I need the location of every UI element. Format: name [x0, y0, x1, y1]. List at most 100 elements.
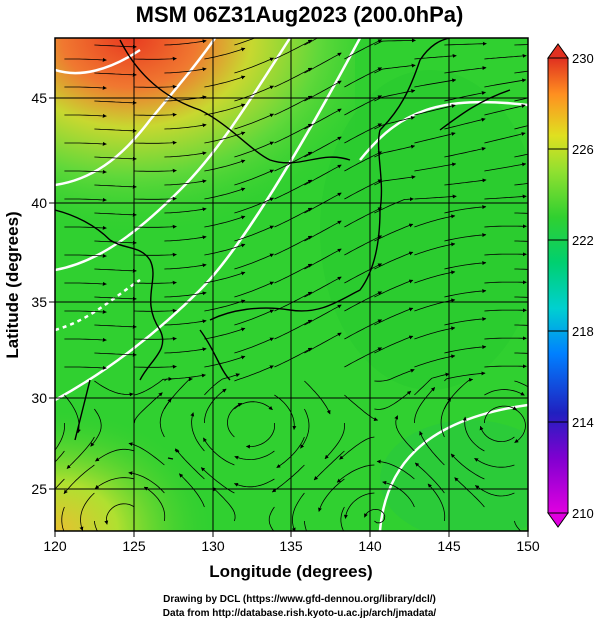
streamline — [64, 57, 107, 62]
streamline — [94, 72, 137, 77]
streamline — [274, 235, 313, 256]
streamline — [514, 212, 528, 214]
streamline — [203, 437, 235, 466]
streamline — [344, 263, 383, 284]
streamline — [204, 131, 246, 144]
streamline — [134, 196, 177, 201]
streamline — [164, 179, 207, 186]
streamline — [204, 47, 246, 60]
streamline — [474, 457, 515, 468]
streamline — [274, 179, 313, 200]
streamline — [414, 214, 456, 228]
streamline — [95, 448, 135, 462]
colorbar-tick-label: 230 — [572, 51, 594, 66]
streamline — [90, 408, 102, 447]
streamline — [414, 387, 436, 424]
streamline — [234, 197, 274, 214]
streamline — [514, 97, 528, 102]
streamline — [94, 100, 137, 105]
streamline — [344, 291, 383, 312]
streamline — [364, 508, 386, 524]
streamline — [514, 520, 522, 531]
streamline — [64, 169, 107, 174]
streamline — [274, 67, 313, 88]
streamline — [64, 365, 107, 370]
streamline — [104, 503, 135, 525]
x-tick-label: 125 — [122, 538, 146, 554]
colorbar-tick-label: 214 — [572, 415, 594, 430]
colorbar-tick-label: 222 — [572, 233, 594, 248]
streamline — [128, 442, 165, 466]
streamline — [134, 168, 177, 173]
streamline — [274, 151, 313, 172]
streamline — [484, 194, 527, 200]
colorbar: 230 226 222 218 214 210 — [547, 43, 594, 528]
streamline — [450, 453, 485, 480]
streamline — [274, 207, 313, 228]
streamline — [61, 506, 65, 531]
y-axis-label: Latitude (degrees) — [3, 211, 22, 358]
streamline — [94, 324, 137, 329]
streamline — [234, 309, 274, 326]
streamline — [276, 436, 305, 469]
streamline — [444, 261, 487, 270]
streamline — [444, 117, 486, 130]
streamline — [134, 56, 177, 61]
streamline — [444, 233, 487, 242]
streamline — [274, 319, 313, 340]
y-tick-label: 45 — [31, 90, 47, 106]
streamline — [514, 70, 528, 74]
streamline — [484, 132, 526, 144]
streamline — [164, 347, 207, 354]
streamline — [268, 506, 275, 531]
streamline — [227, 402, 243, 438]
streamline — [344, 207, 383, 228]
streamline — [444, 205, 487, 214]
streamline — [204, 271, 246, 284]
streamline — [64, 281, 107, 286]
streamline — [274, 123, 313, 144]
streamline — [318, 478, 345, 512]
streamline — [64, 141, 107, 146]
streamline — [374, 390, 412, 410]
x-axis: 120 125 130 135 140 145 150 Longitude (d… — [43, 531, 540, 581]
streamline — [344, 95, 383, 116]
streamline — [324, 422, 346, 460]
streamline — [94, 268, 137, 273]
streamline — [304, 380, 331, 415]
streamline — [204, 355, 246, 368]
streamline — [484, 405, 517, 424]
y-tick-label: 30 — [31, 390, 47, 406]
streamline — [234, 281, 274, 298]
streamline — [164, 67, 207, 74]
streamline — [64, 253, 107, 258]
streamline — [212, 487, 236, 522]
streamline — [64, 309, 107, 314]
streamline — [55, 478, 65, 490]
y-tick-label: 25 — [31, 481, 47, 497]
streamline — [79, 492, 95, 531]
streamline — [164, 291, 207, 298]
streamline — [204, 373, 240, 396]
streamline — [134, 252, 177, 257]
streamline — [454, 477, 485, 508]
streamline — [274, 394, 297, 430]
streamline — [414, 104, 456, 116]
streamline — [344, 394, 379, 422]
streamline — [66, 436, 95, 469]
colorbar-tick-label: 218 — [572, 324, 594, 339]
streamline — [204, 159, 246, 172]
streamline — [414, 270, 456, 284]
x-tick-label: 150 — [516, 538, 540, 554]
y-axis: 45 40 35 30 25 Latitude (degrees) — [3, 90, 55, 497]
streamline — [514, 380, 528, 388]
streamline — [94, 296, 137, 301]
streamline — [94, 212, 137, 217]
streamline — [94, 477, 135, 489]
streamline — [479, 425, 515, 443]
streamline — [204, 327, 246, 340]
streamline — [414, 462, 445, 494]
y-tick-label: 40 — [31, 195, 47, 211]
streamline — [234, 478, 275, 488]
